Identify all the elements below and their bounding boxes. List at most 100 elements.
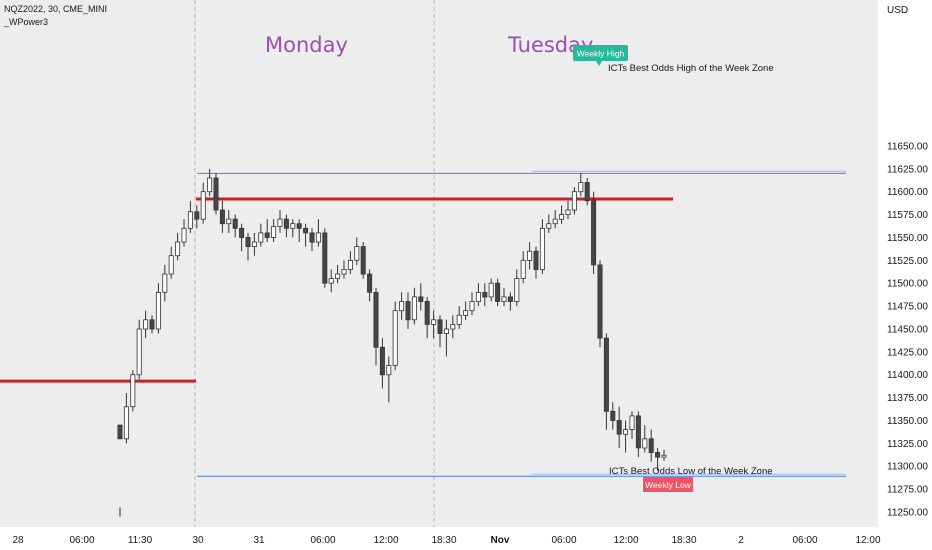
candle-bull [527,250,533,261]
plot-background [0,0,878,527]
candle-bear [495,282,501,302]
time-tick-label: 18:30 [671,535,696,546]
time-tick-label: 30 [192,535,204,546]
candle-bear [635,415,641,449]
low-zone-label: ICTs Best Odds Low of the Week Zone [609,466,773,477]
weekly-high-badge-bg [573,45,628,61]
price-tick-label: 11325.00 [887,439,928,450]
candle-bear [379,346,385,376]
price-tick-label: 11475.00 [887,302,928,313]
time-tick-label: Nov [491,535,510,546]
candle-bear [437,319,443,334]
candle-bull [629,415,635,430]
candle-bear [194,211,200,220]
candle-bull [642,438,648,449]
price-axis: 11250.00 11275.00 11300.00 11325.00 11350.00… [887,141,928,518]
candle-bear [507,296,513,302]
candle-bull [456,314,462,325]
candle-bull [565,209,571,215]
candle-bull [386,365,392,376]
candle-bear [482,291,488,298]
candle-bear [418,296,424,302]
candle-bear [245,236,251,247]
price-tick-label: 11450.00 [887,325,928,336]
price-tick-label: 11650.00 [887,141,928,152]
candle-bull [411,296,417,321]
high-zone-label: ICTs Best Odds High of the Week Zone [608,63,774,74]
candle-bear [303,227,309,234]
indicator-label: _WPower3 [3,17,48,27]
price-tick-label: 11600.00 [887,187,928,198]
candle-bull [475,291,481,302]
candle-bull [251,241,257,247]
price-tick-label: 11575.00 [887,210,928,221]
candle-bull [520,259,526,279]
candle-bull [431,319,437,325]
weekly-low-badge: Weekly Low [643,477,693,492]
time-tick-label: 28 [12,535,24,546]
candle-bear [373,291,379,348]
candle-bear [117,424,123,440]
separator-lines [194,0,435,527]
candle-bear [584,182,590,202]
price-tick-label: 11350.00 [887,416,928,427]
price-tick-label: 11275.00 [887,485,928,496]
candle-bull [514,278,520,302]
candle-bear [309,232,315,243]
candle-bear [149,319,155,330]
time-tick-label: 18:30 [431,535,456,546]
weekly-high-pointer-icon [596,61,602,66]
candle-bear [283,218,289,229]
candle-bull [123,406,129,440]
candle-bull [335,273,341,279]
price-tick-label: 11300.00 [887,462,928,473]
candle-bull [315,232,321,243]
candle-bear [232,218,238,229]
candle-bull [578,182,584,193]
candle-bull [469,301,475,312]
candle-bull [290,223,296,229]
candle-bull [271,226,277,238]
candle-bear [405,301,411,321]
price-tick-label: 11525.00 [887,256,928,267]
candle-bull [341,269,347,275]
candle-bull [661,454,667,458]
candle-bull [162,273,168,293]
candle-bull [539,227,545,270]
candle-bear [424,301,430,325]
weekly-low-text: Weekly Low [645,480,692,490]
candle-bear [610,410,616,421]
candle-bull [207,177,213,193]
time-tick-label: 12:00 [373,535,398,546]
candle-bull [328,278,334,284]
candle-bear [648,438,654,453]
candle-bull [623,429,629,435]
price-tick-label: 11500.00 [887,279,928,290]
candle-bull [130,374,136,408]
price-tick-label: 11625.00 [887,164,928,175]
candle-bear [296,223,302,229]
candle-bear [322,232,328,284]
candle-bull [354,246,360,261]
candle-bear [603,337,609,412]
candle-bull [155,291,161,330]
candle-bear [367,273,373,293]
time-tick-label: 12:00 [613,535,638,546]
time-tick-label: 12:00 [855,535,880,546]
candle-bull [258,232,264,243]
candle-bull [450,323,456,330]
time-tick-label: 2 [738,535,744,546]
candle-bear [533,250,539,270]
candle-bull [136,328,142,376]
candle-bear [616,420,622,435]
candle-bear [264,232,270,238]
candle-bear [655,452,661,458]
candle-bull [226,218,232,225]
day-label-monday: Monday [265,33,348,57]
candle-bull [546,223,552,229]
weekly-low-badge-bg [643,477,693,492]
time-tick-label: 11:30 [128,535,153,546]
candles [117,168,667,517]
